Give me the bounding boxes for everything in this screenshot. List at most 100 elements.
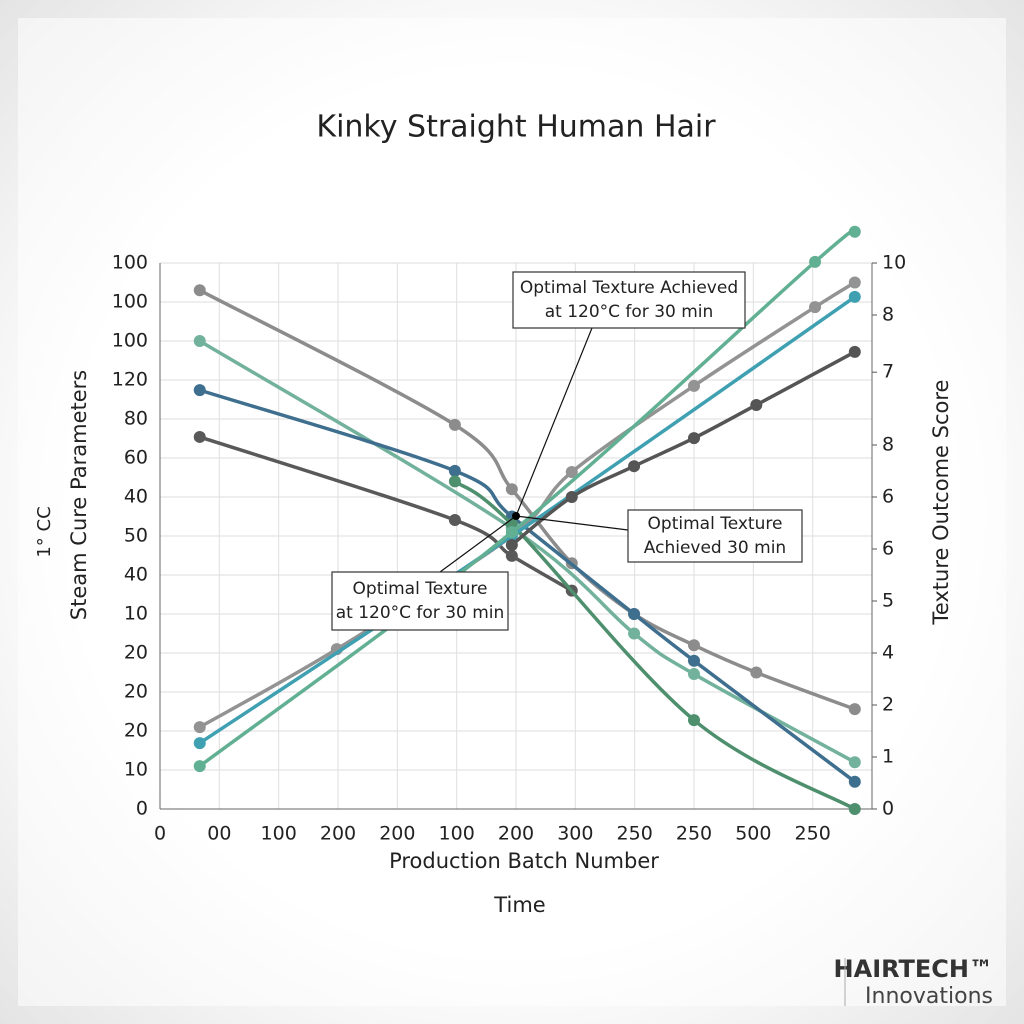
annotation-text: Optimal Texture Achieved: [520, 278, 738, 298]
x-tick-label: 00: [207, 823, 231, 845]
y2-tick-label: 4: [882, 642, 894, 664]
y2-tick-label: 1: [882, 746, 894, 768]
chart-title: Kinky Straight Human Hair: [316, 110, 716, 145]
annotation-box: [331, 571, 509, 631]
x-tick-label: 100: [261, 823, 297, 845]
annotation-text: at 120°C for 30 min: [336, 603, 505, 623]
x-tick-label: 200: [379, 823, 415, 845]
annotation-text: Achieved 30 min: [644, 538, 786, 558]
series-marker: [565, 491, 578, 503]
series-marker: [848, 775, 861, 788]
annotation-text: Optimal Texture: [353, 579, 488, 599]
y-tick-label: 40: [124, 486, 148, 508]
series-marker: [505, 483, 518, 496]
series-marker: [848, 703, 861, 716]
x-tick-label: 0: [154, 823, 166, 845]
series-line: [198, 339, 856, 764]
series-marker: [193, 737, 206, 750]
series-marker: [688, 668, 700, 681]
series-marker: [809, 255, 822, 268]
annotation-text: Optimal Texture: [648, 514, 783, 534]
y-tick-label: 120: [112, 369, 148, 391]
series-marker: [750, 398, 763, 411]
series-marker: [505, 526, 518, 539]
series-marker: [565, 466, 578, 479]
series-marker: [848, 290, 861, 303]
y-tick-label: 60: [124, 447, 148, 469]
y2-tick-label: 2: [882, 694, 894, 716]
series-marker: [848, 803, 861, 815]
x-tick-label: 200: [320, 823, 356, 845]
x-axis-sublabel: Time: [493, 893, 545, 917]
series-line: [453, 479, 856, 811]
y-tick-label: 20: [124, 681, 148, 703]
series-marker: [505, 549, 518, 562]
series-marker: [448, 514, 461, 527]
y-tick-label: 100: [112, 252, 148, 274]
y-axis-label: Steam Cure Parameters: [67, 370, 91, 620]
series-marker: [750, 666, 763, 679]
annotation-box: [627, 509, 803, 563]
annotation-leader: [515, 515, 629, 531]
series-marker: [448, 464, 461, 477]
y2-tick-label: 7: [882, 361, 894, 383]
logo-brand: HAIRTECH™: [834, 955, 993, 983]
y-tick-label: 10: [124, 759, 148, 781]
y-tick-label: 20: [124, 642, 148, 664]
series-marker: [193, 430, 206, 443]
y2-tick-label: 8: [882, 304, 894, 326]
x-tick-label: 200: [498, 823, 534, 845]
series-marker: [193, 335, 206, 347]
series-marker: [628, 460, 641, 473]
series-marker: [688, 714, 700, 727]
series-line: [198, 228, 857, 768]
y2-tick-label: 6: [882, 486, 894, 508]
series-line: [199, 388, 856, 784]
series-marker: [688, 432, 700, 445]
series-marker: [688, 654, 700, 667]
series-marker: [628, 608, 641, 620]
series-marker: [448, 475, 461, 488]
y-tick-label: 80: [124, 408, 148, 430]
series-marker: [688, 639, 700, 652]
x-tick-label: 250: [617, 823, 653, 845]
x-tick-label: 500: [735, 823, 771, 845]
y-tick-label: 10: [124, 603, 148, 625]
annotation-text: at 120°C for 30 min: [545, 302, 714, 322]
y2-tick-label: 0: [882, 798, 894, 820]
series-marker: [688, 379, 700, 392]
series-marker: [193, 760, 206, 773]
x-tick-label: 250: [795, 823, 831, 845]
y2-axis-label: Texture Outcome Score: [929, 380, 953, 626]
x-tick-label: 300: [557, 823, 593, 845]
x-tick-label: 100: [439, 823, 475, 845]
series-marker: [628, 627, 641, 640]
series-marker: [505, 538, 518, 551]
y-unit-label: 1° CC: [34, 506, 55, 557]
logo-sub: Innovations: [865, 984, 993, 1009]
x-tick-label: 250: [676, 823, 712, 845]
x-axis-label: Production Batch Number: [389, 849, 659, 873]
series-marker: [193, 384, 206, 397]
series-marker: [448, 418, 461, 431]
y2-tick-label: 8: [882, 434, 894, 456]
y-tick-label: 0: [136, 798, 148, 820]
series-marker: [809, 301, 822, 314]
annotation-point: [512, 512, 520, 520]
y-tick-label: 20: [124, 720, 148, 742]
series-marker: [848, 225, 861, 238]
y2-tick-label: 10: [882, 252, 906, 274]
annotation-leader: [515, 327, 593, 517]
y-tick-label: 50: [124, 525, 148, 547]
series-marker: [193, 721, 206, 734]
y2-tick-label: 6: [882, 538, 894, 560]
y-tick-label: 100: [112, 330, 148, 352]
series-marker: [848, 756, 861, 769]
y2-tick-label: 5: [882, 590, 894, 612]
series-line: [199, 435, 573, 593]
series-marker: [848, 276, 861, 289]
series-marker: [193, 284, 206, 297]
y-tick-label: 100: [112, 291, 148, 313]
y-tick-label: 40: [124, 564, 148, 586]
